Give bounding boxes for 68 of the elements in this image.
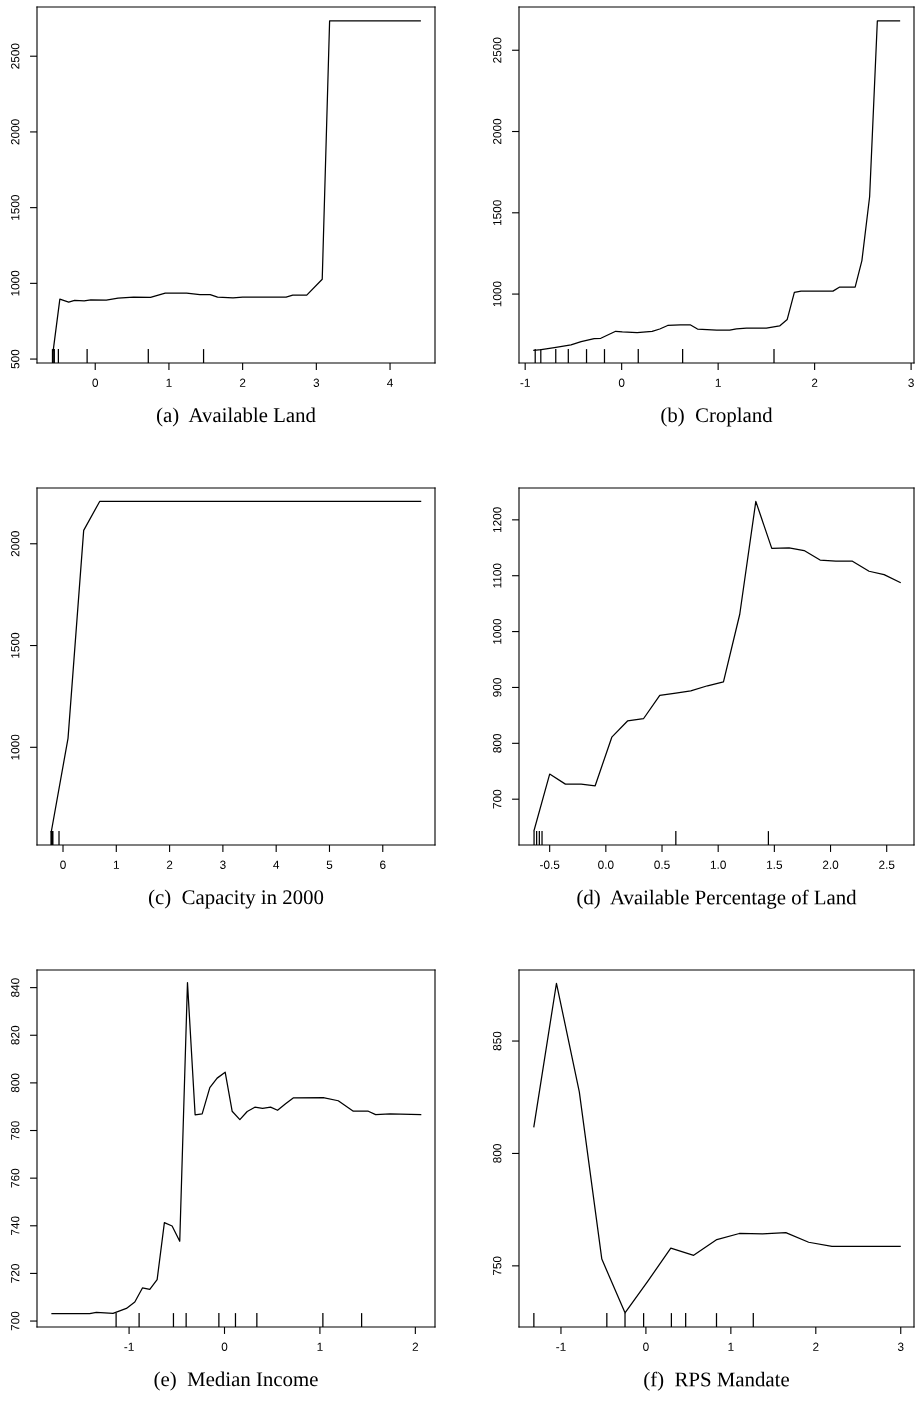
x-tick-label: 4 xyxy=(387,378,393,387)
x-tick-label: 1 xyxy=(113,860,120,869)
y-tick-label: 2000 xyxy=(11,119,20,145)
x-tick-label: 3 xyxy=(220,860,226,869)
x-tick-label: 0 xyxy=(643,1342,649,1351)
x-tick-label: 1 xyxy=(715,378,721,387)
x-tick-label: 2 xyxy=(813,1342,819,1351)
y-tick-label: 820 xyxy=(11,1025,20,1045)
x-tick-label: 2 xyxy=(239,378,246,387)
x-tick-label: 3 xyxy=(897,1342,904,1351)
text: (b) Cropland xyxy=(661,407,773,427)
x-tick-label: -1 xyxy=(124,1342,134,1351)
y-tick-label: 1100 xyxy=(493,563,502,588)
y-tick-label: 2500 xyxy=(493,37,502,63)
y-tick-label: 900 xyxy=(493,678,502,697)
x-tick-label: 0 xyxy=(92,378,99,387)
x-tick-label: -1 xyxy=(556,1342,566,1351)
x-tick-label: 2 xyxy=(412,1342,419,1351)
x-tick-label: 2 xyxy=(166,860,173,869)
y-tick-label: 1500 xyxy=(493,200,502,226)
y-tick-label: 500 xyxy=(11,349,20,369)
x-tick-label: 0 xyxy=(60,860,66,869)
y-tick-label: 800 xyxy=(493,733,502,753)
x-tick-label: 0.0 xyxy=(598,860,614,869)
y-tick-label: 2500 xyxy=(11,43,20,69)
x-tick-label: 4 xyxy=(273,860,280,869)
y-tick-label: 1000 xyxy=(11,270,20,296)
y-tick-label: 760 xyxy=(11,1168,20,1188)
x-tick-label: -0.5 xyxy=(540,860,560,869)
x-tick-label: 1.0 xyxy=(710,860,726,869)
text: (f) RPS Mandate xyxy=(644,1371,789,1391)
x-tick-label: 1 xyxy=(728,1342,734,1351)
y-tick-label: 750 xyxy=(493,1256,502,1276)
x-tick-label: 2.5 xyxy=(879,860,895,869)
y-tick-label: 700 xyxy=(11,1311,20,1331)
y-tick-label: 1500 xyxy=(11,632,20,658)
x-tick-label: 1.5 xyxy=(767,860,783,869)
x-tick-label: 6 xyxy=(380,860,386,869)
y-tick-label: 1200 xyxy=(493,507,502,533)
x-tick-label: 1 xyxy=(166,378,172,387)
x-tick-label: 0 xyxy=(618,378,625,387)
y-tick-label: 840 xyxy=(11,978,20,997)
x-tick-label: 3 xyxy=(313,378,320,387)
x-tick-label: 5 xyxy=(326,860,333,869)
x-tick-label: 0 xyxy=(221,1342,228,1351)
y-tick-label: 720 xyxy=(11,1264,20,1283)
x-tick-label: -1 xyxy=(520,378,530,387)
y-tick-label: 1000 xyxy=(11,734,20,760)
y-tick-label: 800 xyxy=(11,1073,20,1093)
y-tick-label: 700 xyxy=(493,789,502,809)
x-tick-label: 2.0 xyxy=(822,860,839,869)
text: (e) Median Income xyxy=(154,1371,318,1391)
y-tick-label: 1500 xyxy=(11,194,20,220)
y-tick-label: 2000 xyxy=(493,118,502,145)
y-tick-label: 850 xyxy=(493,1031,502,1051)
y-tick-label: 780 xyxy=(11,1121,20,1140)
y-tick-label: 740 xyxy=(11,1216,20,1236)
y-tick-label: 800 xyxy=(493,1144,502,1163)
x-tick-label: 1 xyxy=(317,1342,323,1351)
x-tick-label: 3 xyxy=(908,378,914,387)
text: (c) Capacity in 2000 xyxy=(148,889,324,909)
y-tick-label: 1000 xyxy=(493,281,502,307)
x-tick-label: 0.5 xyxy=(654,860,670,869)
text: (d) Available Percentage of Land xyxy=(577,889,857,909)
x-tick-label: 2 xyxy=(811,378,818,387)
y-tick-label: 1000 xyxy=(493,618,502,644)
y-tick-label: 2000 xyxy=(11,531,20,557)
text: (a) Available Land xyxy=(156,407,316,427)
